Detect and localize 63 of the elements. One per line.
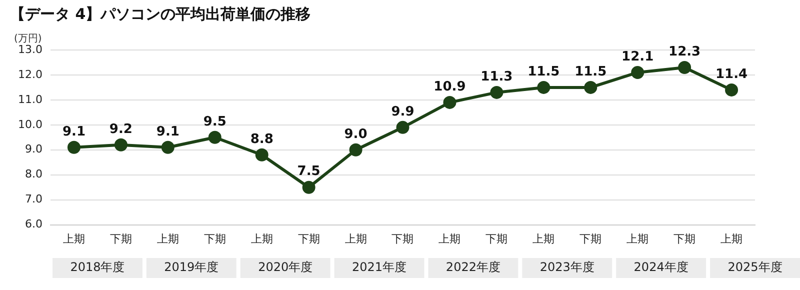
- data-label: 9.1: [62, 124, 86, 140]
- point: [725, 83, 738, 96]
- text: 2025年度: [728, 260, 782, 274]
- point: [67, 140, 80, 154]
- x-tick-label: 上期: [62, 232, 85, 246]
- data-label: 7.5: [297, 164, 320, 180]
- y-tick-label: 6.0: [24, 218, 42, 231]
- y-tick-label: 9.0: [24, 142, 42, 156]
- data-label: 9.1: [156, 124, 180, 140]
- data-label: 12.3: [668, 44, 701, 60]
- point: [490, 86, 504, 99]
- point: [678, 60, 692, 74]
- x-tick-label: 上期: [344, 232, 367, 246]
- data-label: 11.4: [715, 66, 748, 82]
- x-tick-label: 上期: [250, 232, 273, 246]
- point: [396, 120, 410, 134]
- data-label: 8.8: [250, 132, 274, 147]
- text: 2023年度: [540, 260, 594, 274]
- text: 2022年度: [446, 260, 500, 274]
- x-tick-label: 上期: [438, 232, 461, 246]
- point: [302, 180, 316, 194]
- point: [537, 80, 550, 94]
- data-label: 11.3: [480, 69, 513, 84]
- y-tick-label: 10.0: [18, 118, 42, 131]
- point: [161, 140, 174, 154]
- y-tick-label: 7.0: [24, 192, 42, 206]
- data-label: 11.5: [528, 64, 560, 80]
- text: 2019年度: [164, 260, 219, 274]
- point: [114, 138, 128, 152]
- data-label: 12.1: [622, 49, 654, 64]
- x-tick-label: 下期: [580, 232, 602, 246]
- point: [349, 143, 362, 156]
- x-tick-label: 下期: [298, 232, 320, 246]
- point: [208, 130, 222, 144]
- x-tick-label: 下期: [110, 232, 132, 246]
- x-tick-label: 上期: [720, 232, 743, 246]
- chart-title: 【データ 4】パソコンの平均出荷単価の推移: [10, 4, 311, 23]
- data-label: 9.2: [109, 122, 132, 137]
- y-tick-label: 8.0: [24, 168, 42, 181]
- x-tick-label: 下期: [486, 232, 508, 246]
- text: 2021年度: [352, 260, 407, 274]
- point: [631, 66, 644, 79]
- data-label: 9.0: [344, 126, 368, 142]
- data-label: 11.5: [574, 64, 607, 80]
- y-tick-label: 12.0: [18, 68, 42, 81]
- text: 2018年度: [70, 260, 125, 274]
- text: 2020年度: [258, 260, 313, 274]
- data-label: 10.9: [434, 79, 466, 94]
- y-tick-label: 11.0: [18, 92, 42, 106]
- point: [443, 96, 456, 109]
- y-tick-label: 13.0: [18, 42, 42, 56]
- point: [584, 80, 598, 94]
- x-tick-label: 上期: [626, 232, 649, 246]
- text: 2024年度: [634, 260, 688, 274]
- x-tick-label: 上期: [532, 232, 555, 246]
- data-label: 9.9: [391, 104, 414, 120]
- x-tick-label: 上期: [156, 232, 179, 246]
- x-tick-label: 下期: [204, 232, 226, 246]
- y-axis-title: (万円): [14, 34, 42, 45]
- point: [255, 148, 268, 162]
- x-tick-label: 下期: [674, 232, 696, 246]
- data-label: 9.5: [203, 114, 226, 130]
- x-tick-label: 下期: [392, 232, 414, 246]
